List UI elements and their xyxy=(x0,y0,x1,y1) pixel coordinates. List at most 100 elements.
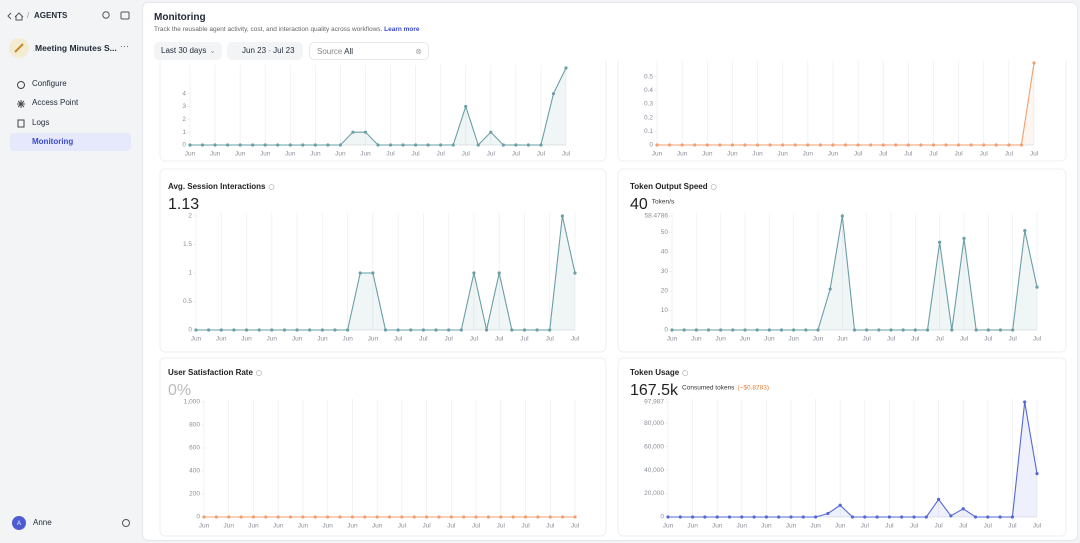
x-tick-label: Jun xyxy=(298,523,309,530)
back-icon[interactable] xyxy=(7,12,12,20)
point xyxy=(333,328,337,332)
point xyxy=(869,143,873,147)
x-tick-label: Jun xyxy=(715,336,726,343)
point xyxy=(755,328,759,332)
learn-more[interactable]: Learn more xyxy=(384,26,420,33)
y-tick-label: 0 xyxy=(660,514,664,521)
point xyxy=(401,143,405,147)
access-icon xyxy=(17,100,25,108)
point xyxy=(863,515,867,519)
point xyxy=(375,515,379,519)
x-tick-label: Jun xyxy=(260,151,271,158)
nav-item[interactable]: Monitoring xyxy=(10,133,131,151)
point xyxy=(523,515,528,519)
x-tick-label: Jul xyxy=(411,151,420,158)
point xyxy=(950,328,954,332)
sidebar: A / AGENTS Meeting Minutes S... ··· Conf… xyxy=(0,0,140,543)
point xyxy=(526,143,531,147)
point xyxy=(840,214,844,218)
y-tick-label: 0 xyxy=(188,327,192,334)
point xyxy=(511,515,515,519)
card xyxy=(159,357,607,537)
point xyxy=(986,515,990,519)
date-range[interactable]: Jun 23 - Jul 23 xyxy=(227,42,303,60)
x-tick-label: Jul xyxy=(904,151,913,158)
point xyxy=(843,143,848,147)
point xyxy=(510,328,514,332)
y-tick-label: 600 xyxy=(189,445,200,452)
range-select[interactable]: Last 30 days ⌄ xyxy=(154,42,222,60)
x-tick-label: Jun xyxy=(342,336,353,343)
point xyxy=(338,515,342,519)
point xyxy=(439,143,443,147)
point xyxy=(476,143,480,147)
point xyxy=(925,328,930,332)
point xyxy=(200,143,205,147)
point xyxy=(670,328,674,332)
card-title: Token Usage xyxy=(630,368,680,377)
point xyxy=(1032,61,1036,65)
point xyxy=(351,130,355,134)
headline: 167.5k xyxy=(630,382,679,399)
point xyxy=(706,328,711,332)
point xyxy=(919,143,923,147)
search-icon[interactable] xyxy=(102,11,110,19)
point xyxy=(276,515,280,519)
y-tick-label: 0.4 xyxy=(644,87,653,94)
x-tick-label: Jul xyxy=(854,151,863,158)
area xyxy=(672,216,1037,330)
y-tick-label: 0.5 xyxy=(644,73,653,80)
point xyxy=(680,143,684,147)
point xyxy=(301,515,305,519)
point xyxy=(875,515,879,519)
point xyxy=(462,515,466,519)
x-tick-label: Jun xyxy=(241,336,252,343)
home-icon[interactable] xyxy=(14,12,24,21)
x-tick-label: Jun xyxy=(786,523,797,530)
point xyxy=(777,515,781,519)
help-icon[interactable] xyxy=(122,519,130,527)
source-filter[interactable]: Source All ⊗ xyxy=(309,42,429,60)
y-tick-label: 1 xyxy=(188,270,192,277)
point xyxy=(961,507,965,511)
x-tick-label: Jun xyxy=(702,151,713,158)
breadcrumb[interactable]: AGENTS xyxy=(34,11,68,20)
point xyxy=(743,328,747,332)
x-tick-label: Jul xyxy=(495,336,504,343)
point xyxy=(694,328,698,332)
point xyxy=(1023,400,1027,404)
app-name[interactable]: Meeting Minutes S... xyxy=(35,43,117,53)
y-tick-label: 0 xyxy=(664,327,668,334)
collapse-icon[interactable] xyxy=(120,11,130,20)
point xyxy=(715,515,719,519)
line xyxy=(190,67,567,147)
point xyxy=(1011,328,1015,332)
x-tick-label: Jun xyxy=(828,151,839,158)
point xyxy=(426,143,430,147)
point xyxy=(451,143,455,147)
point xyxy=(906,143,910,147)
point xyxy=(437,515,441,519)
range-label: Last 30 days xyxy=(161,46,207,55)
nav-item[interactable]: Logs xyxy=(10,114,131,132)
point xyxy=(730,143,735,147)
x-tick-label: Jul xyxy=(437,151,446,158)
point xyxy=(814,515,818,519)
point xyxy=(804,328,808,332)
point xyxy=(705,143,709,147)
nav-item[interactable]: Access Point xyxy=(10,94,131,112)
point xyxy=(239,515,243,519)
point xyxy=(727,515,732,519)
x-tick-label: Jun xyxy=(835,523,846,530)
y-tick-label: 800 xyxy=(189,422,200,429)
avatar[interactable] xyxy=(12,516,26,530)
point xyxy=(288,515,293,519)
point xyxy=(693,143,697,147)
point xyxy=(244,328,249,332)
x-tick-label: Jul xyxy=(1008,523,1017,530)
x-tick-label: Jul xyxy=(885,523,894,530)
more-icon[interactable]: ··· xyxy=(120,41,129,51)
point xyxy=(1023,228,1027,233)
nav-item[interactable]: Configure xyxy=(10,75,131,93)
